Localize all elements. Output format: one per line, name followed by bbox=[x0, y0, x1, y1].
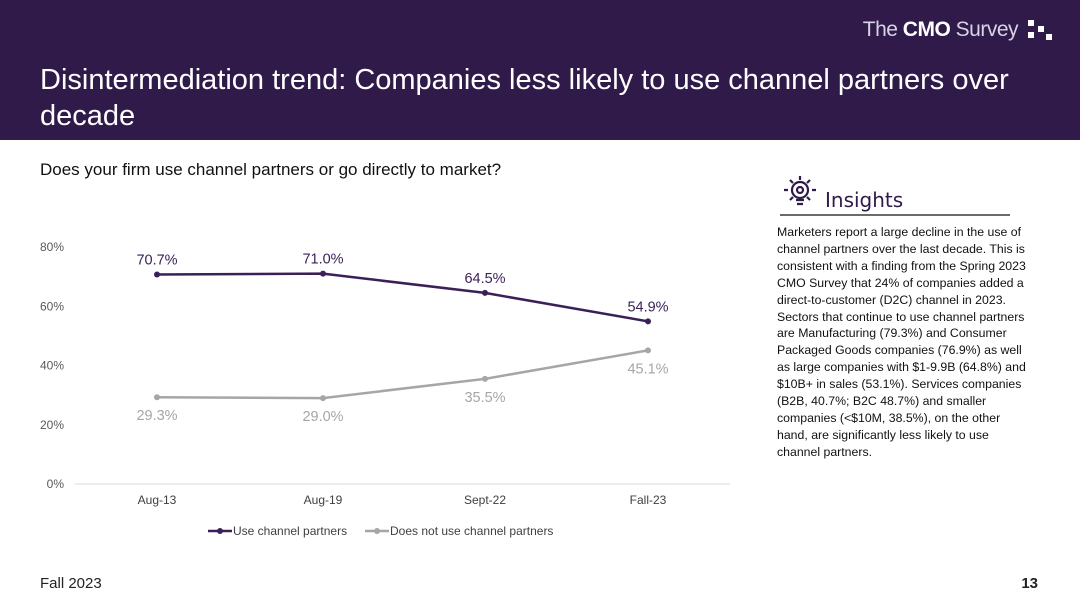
x-tick-label: Aug-19 bbox=[304, 493, 343, 507]
data-label: 70.7% bbox=[136, 253, 177, 269]
data-point bbox=[482, 375, 488, 382]
data-label: 54.9% bbox=[627, 299, 668, 315]
page-number: 13 bbox=[1021, 575, 1038, 592]
logo-dots-icon bbox=[1026, 20, 1054, 42]
data-label: 64.5% bbox=[464, 271, 505, 287]
data-point bbox=[320, 270, 326, 277]
series-line-2 bbox=[156, 349, 649, 400]
line-chart: 0% 20% 40% 60% 80% Aug-13 Aug-19 Sept-22 Fall-23… bbox=[40, 240, 730, 538]
insights-heading: Insights bbox=[825, 188, 904, 212]
chart-question: Does your firm use channel partners or g… bbox=[40, 160, 502, 179]
data-label: 71.0% bbox=[302, 252, 343, 268]
y-tick-label: 80% bbox=[40, 240, 64, 254]
data-label: 29.0% bbox=[302, 409, 343, 425]
series-line-1 bbox=[156, 272, 649, 323]
y-tick-label: 0% bbox=[47, 477, 65, 491]
cmo-survey-logo: The CMO Survey bbox=[862, 18, 1019, 41]
x-tick-label: Fall-23 bbox=[630, 493, 667, 507]
page-title: Disintermediation trend: Companies less … bbox=[40, 64, 1009, 132]
data-point bbox=[482, 289, 488, 296]
data-label: 29.3% bbox=[136, 408, 177, 424]
legend-marker bbox=[374, 528, 380, 534]
x-tick-label: Sept-22 bbox=[464, 493, 506, 507]
y-tick-label: 20% bbox=[40, 418, 64, 432]
y-tick-label: 40% bbox=[40, 359, 64, 373]
y-tick-label: 60% bbox=[40, 299, 64, 313]
data-point bbox=[154, 394, 160, 401]
data-point bbox=[645, 318, 651, 325]
footer-label: Fall 2023 bbox=[40, 575, 102, 592]
data-label: 45.1% bbox=[627, 361, 668, 377]
legend-marker bbox=[217, 528, 223, 534]
lightbulb-icon bbox=[784, 176, 816, 206]
insights-text: Marketers report a large decline in the … bbox=[777, 225, 1026, 459]
data-point bbox=[154, 271, 160, 278]
legend-label: Use channel partners bbox=[233, 524, 347, 538]
insights-header: Insights bbox=[780, 174, 1010, 216]
data-point bbox=[320, 395, 326, 402]
legend-label: Does not use channel partners bbox=[390, 524, 553, 538]
data-label: 35.5% bbox=[464, 390, 505, 406]
header-banner: The CMO Survey Disintermediation trend: … bbox=[0, 0, 1080, 140]
data-point bbox=[645, 347, 651, 354]
x-tick-label: Aug-13 bbox=[138, 493, 177, 507]
